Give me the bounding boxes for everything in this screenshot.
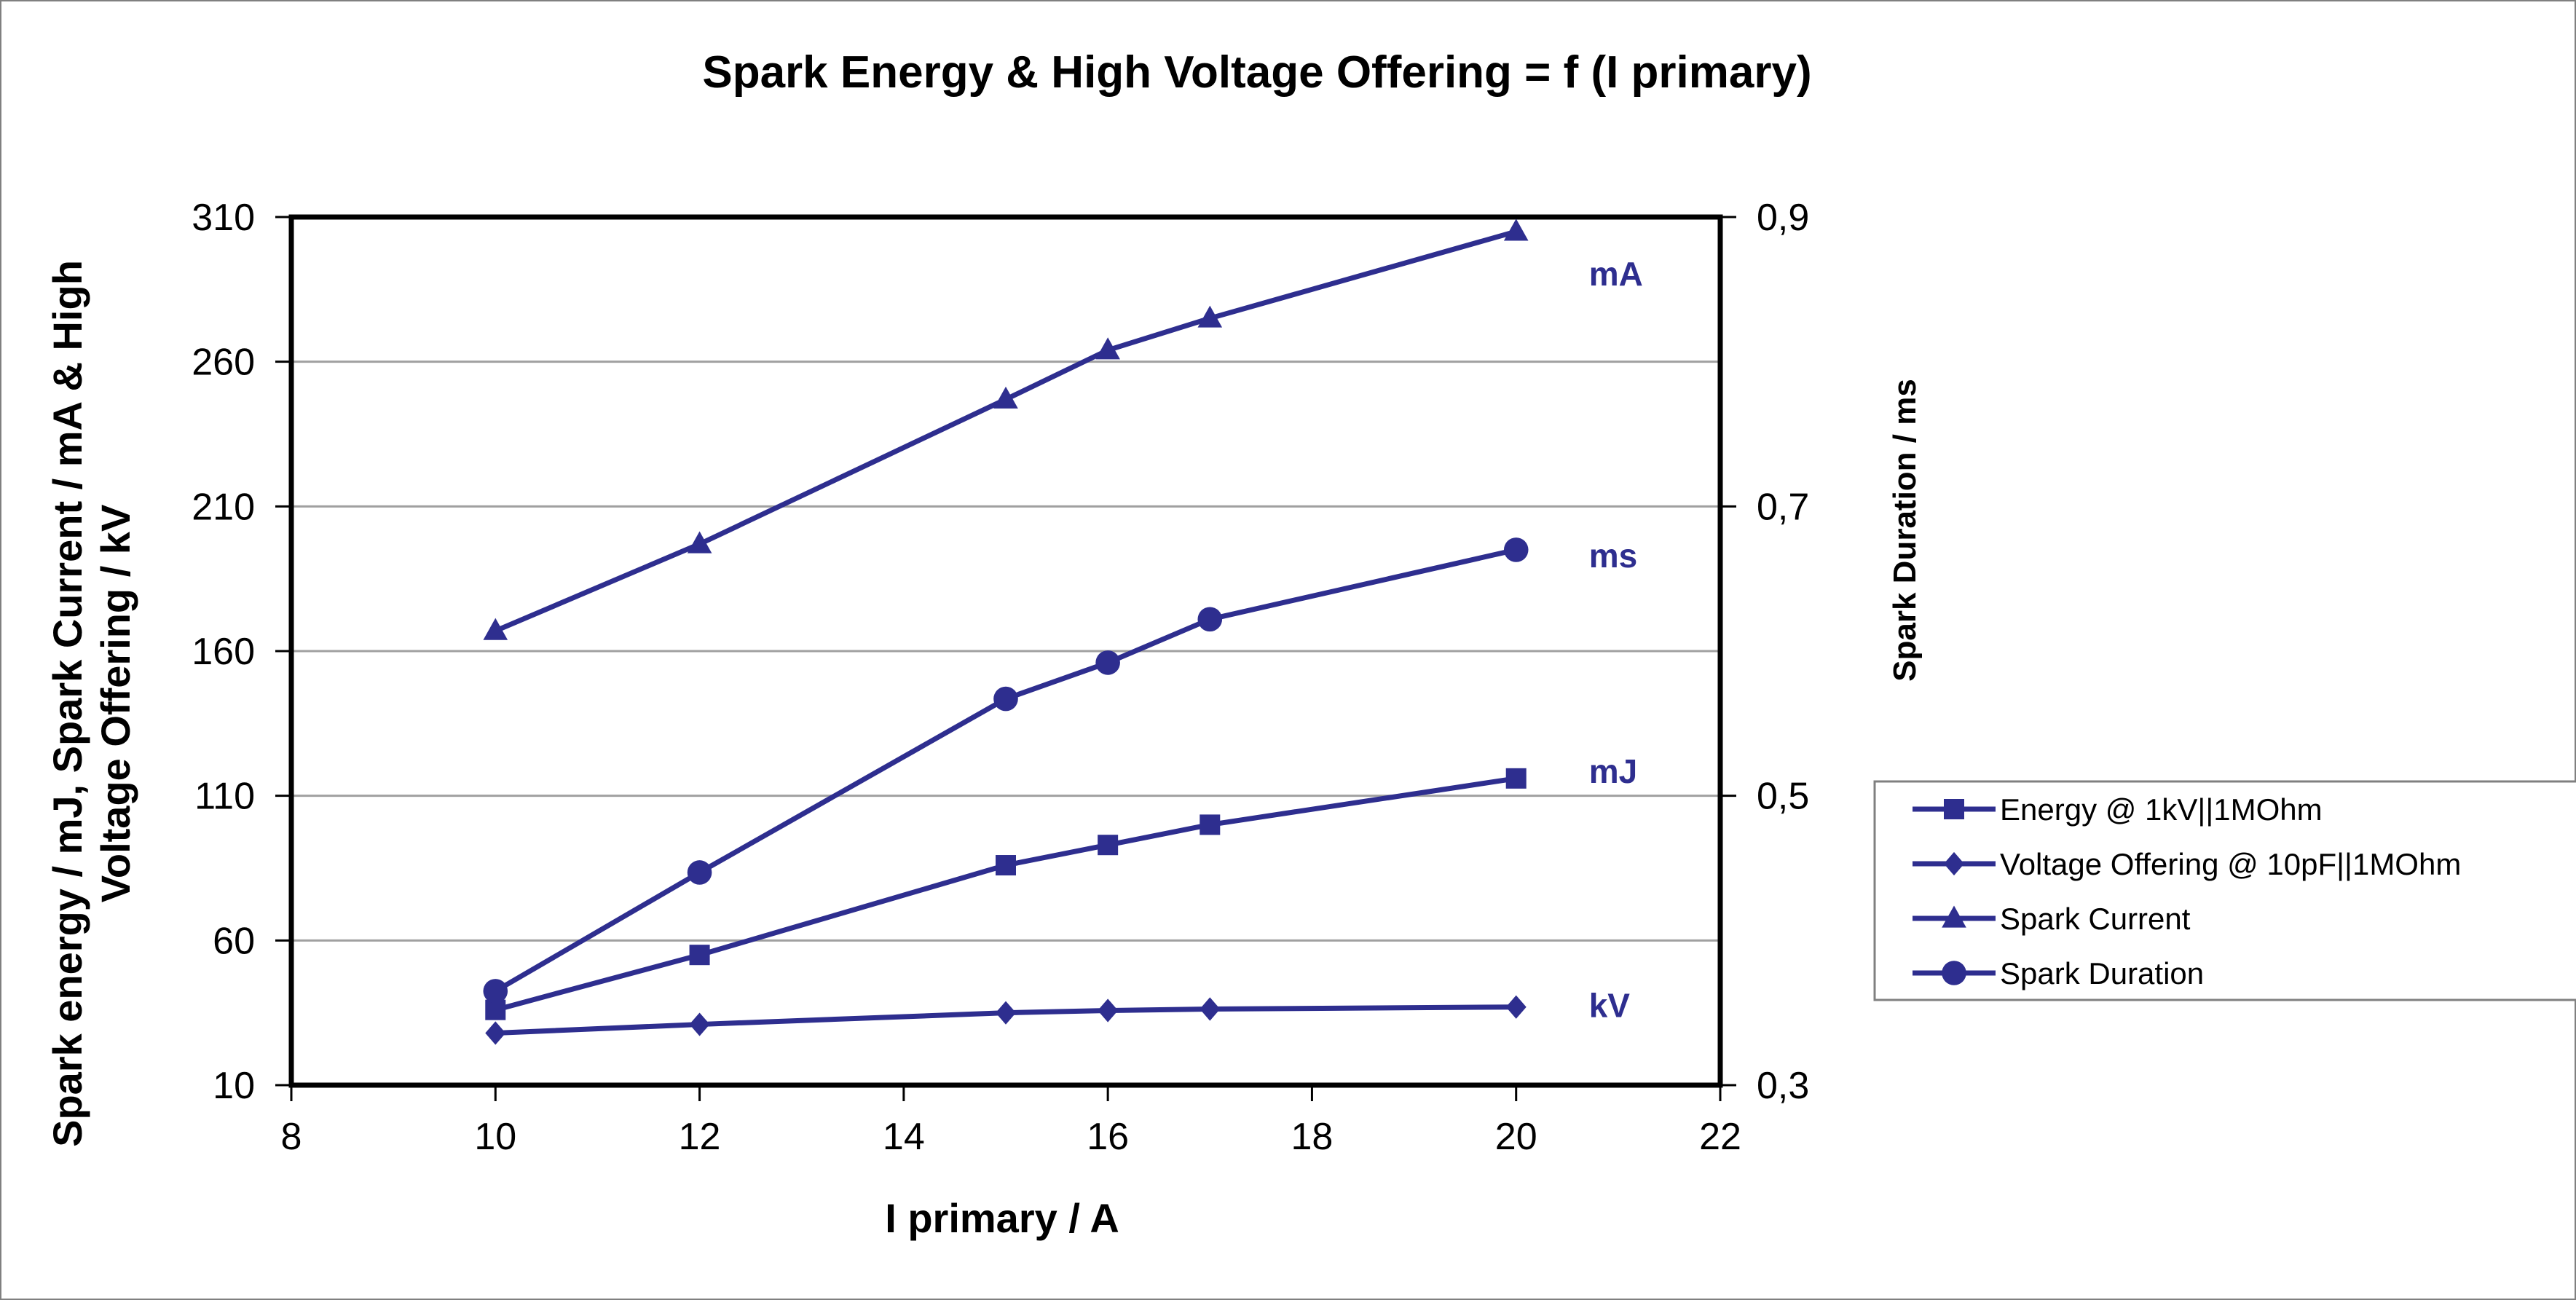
y-tick-label: 260 — [192, 342, 255, 384]
x-tick-label: 8 — [281, 1116, 302, 1158]
data-point — [1503, 537, 1529, 562]
series-line — [494, 229, 1517, 634]
data-point — [1095, 337, 1120, 360]
y-tick-label: 60 — [213, 920, 255, 962]
data-point — [483, 618, 508, 640]
data-point — [485, 1021, 506, 1045]
legend-label: Voltage Offering @ 10pF||1MOhm — [2000, 847, 2461, 881]
data-point — [1200, 997, 1221, 1021]
x-axis-label: I primary / A — [885, 1195, 1119, 1241]
data-point — [1095, 650, 1120, 675]
data-point — [1197, 305, 1223, 328]
legend-box — [1873, 780, 2576, 1001]
legend-item: Voltage Offering @ 10pF||1MOhm — [1913, 847, 2461, 881]
data-point — [996, 855, 1016, 876]
y2-tick-label: 0,3 — [1757, 1065, 1809, 1107]
data-point — [993, 686, 1018, 712]
legend-item: Energy @ 1kV||1MOhm — [1913, 792, 2323, 827]
y-tick-label: 310 — [192, 197, 255, 239]
x-tick-label: 14 — [883, 1116, 925, 1158]
legend-label: Spark Current — [2000, 902, 2191, 936]
data-point — [993, 386, 1018, 409]
legend-item: Spark Current — [1913, 902, 2191, 936]
x-tick-label: 22 — [1699, 1116, 1741, 1158]
x-tick-label: 16 — [1087, 1116, 1129, 1158]
series-layer: mJ kV mA ms — [483, 218, 1643, 1045]
y-tick-label: 210 — [192, 486, 255, 528]
data-point — [1098, 998, 1119, 1023]
data-point — [1505, 768, 1527, 789]
y-axis-label: Spark energy / mJ, Spark Current / mA & … — [44, 260, 138, 1147]
series-end-label: kV — [1589, 987, 1631, 1025]
y-tick-label: 110 — [194, 776, 255, 818]
data-point — [1197, 607, 1223, 632]
data-point — [1944, 799, 1964, 819]
series-line — [495, 776, 1517, 1013]
data-point — [1200, 814, 1221, 835]
series-line — [494, 547, 1517, 993]
data-point — [1503, 218, 1529, 241]
x-tick-label: 20 — [1495, 1116, 1537, 1158]
data-point — [687, 531, 712, 554]
data-point — [483, 979, 508, 1004]
series-mA: mA — [483, 218, 1643, 640]
y2-axis-label: Spark Duration / ms — [1887, 379, 1923, 682]
x-tick-label: 10 — [474, 1116, 516, 1158]
series-end-label: ms — [1589, 537, 1637, 575]
legend-label: Spark Duration — [2000, 956, 2204, 990]
legend-item: Spark Duration — [1913, 956, 2204, 990]
series-end-label: mJ — [1589, 752, 1637, 790]
legend-label: Energy @ 1kV||1MOhm — [2000, 792, 2323, 827]
y-tick-label: 10 — [213, 1065, 255, 1107]
y2-tick-label: 0,7 — [1757, 486, 1809, 528]
y-tick-label: 160 — [192, 631, 255, 673]
series-kV: kV — [485, 987, 1630, 1045]
data-point — [1505, 995, 1527, 1019]
legend: Energy @ 1kV||1MOhm Voltage Offering @ 10… — [1873, 780, 2576, 1001]
y-axis-label-line-1: Spark energy / mJ, Spark Current / mA & … — [44, 260, 90, 1147]
data-point — [687, 860, 712, 885]
series-mJ: mJ — [485, 752, 1637, 1020]
y2-axis-label-text: Spark Duration / ms — [1887, 379, 1923, 682]
series-end-label: mA — [1589, 255, 1643, 293]
data-point — [1944, 851, 1964, 876]
y-axis-label-line-2: Voltage Offering / kV — [92, 505, 138, 903]
chart-title: Spark Energy & High Voltage Offering = f… — [702, 47, 1811, 98]
data-point — [689, 1012, 710, 1036]
x-tick-label: 12 — [679, 1116, 721, 1158]
axis-ticks: 10 60 110 160 210 260 310 0,3 0,5 0,7 0,9 8 10 12 14 16… — [192, 197, 1809, 1158]
series-ms: ms — [483, 537, 1637, 1004]
data-point — [1942, 905, 1966, 928]
data-point — [689, 945, 710, 966]
data-point — [996, 1001, 1016, 1025]
x-tick-label: 18 — [1291, 1116, 1334, 1158]
data-point — [1098, 835, 1119, 856]
data-point — [1942, 961, 1966, 985]
grid-lines — [291, 361, 1720, 942]
y2-tick-label: 0,5 — [1757, 776, 1809, 818]
y2-tick-label: 0,9 — [1757, 197, 1809, 239]
series-line — [495, 1004, 1516, 1036]
